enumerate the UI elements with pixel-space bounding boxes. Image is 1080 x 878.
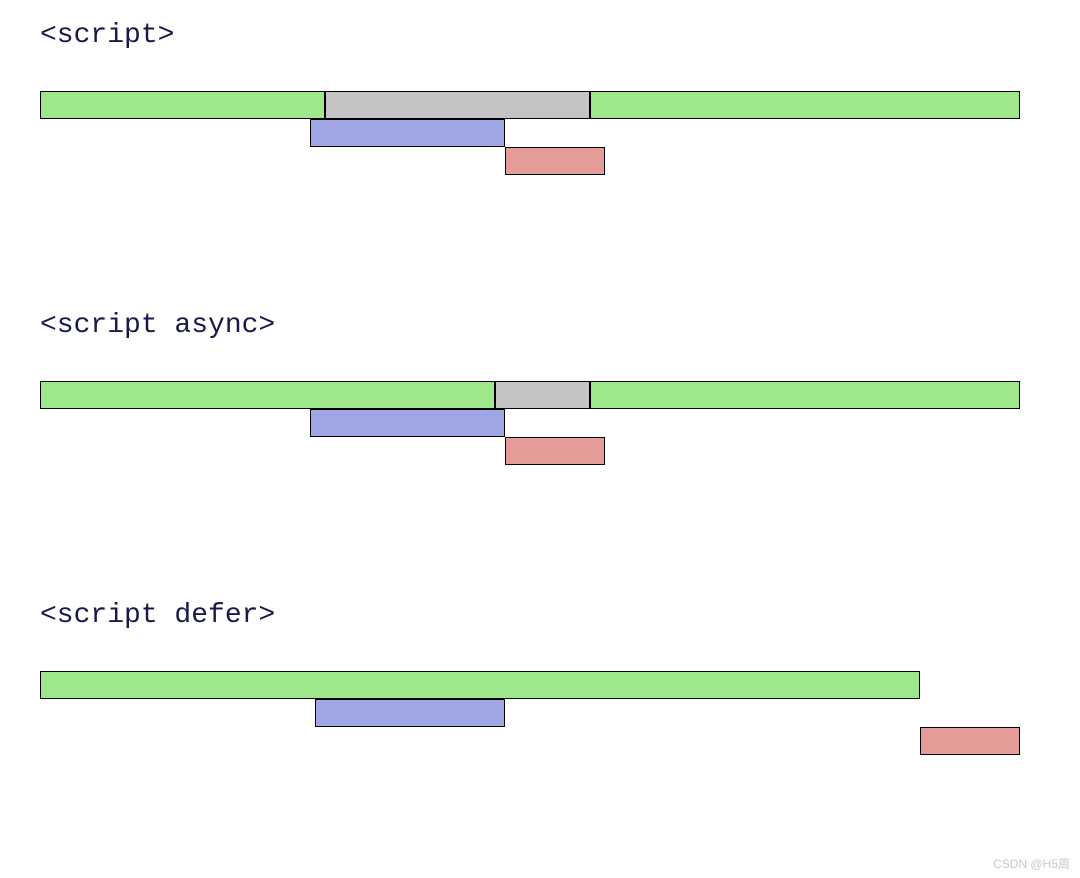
row-parse <box>40 91 1020 119</box>
section-title: <script defer> <box>40 600 1040 631</box>
row-execute <box>40 437 1020 465</box>
row-parse <box>40 381 1020 409</box>
bar-download <box>315 699 505 727</box>
bar-parse <box>590 381 1020 409</box>
row-download <box>40 119 1020 147</box>
bar-parse <box>590 91 1020 119</box>
row-execute <box>40 727 1020 755</box>
bar-execute <box>920 727 1020 755</box>
section-title: <script async> <box>40 310 1040 341</box>
bar-parse <box>40 671 920 699</box>
section-script-sync: <script> <box>40 20 1040 175</box>
row-execute <box>40 147 1020 175</box>
timeline <box>40 671 1040 755</box>
section-script-async: <script async> <box>40 310 1040 465</box>
bar-execute <box>505 147 605 175</box>
timeline <box>40 91 1040 175</box>
watermark: CSDN @H5周 <box>993 855 1070 872</box>
section-title: <script> <box>40 20 1040 51</box>
bar-parse <box>40 381 495 409</box>
row-download <box>40 699 1020 727</box>
bar-blocked <box>325 91 590 119</box>
bar-download <box>310 409 505 437</box>
bar-execute <box>505 437 605 465</box>
bar-download <box>310 119 505 147</box>
bar-blocked <box>495 381 590 409</box>
bar-parse <box>40 91 325 119</box>
section-script-defer: <script defer> <box>40 600 1040 755</box>
row-parse <box>40 671 1020 699</box>
timeline <box>40 381 1040 465</box>
row-download <box>40 409 1020 437</box>
